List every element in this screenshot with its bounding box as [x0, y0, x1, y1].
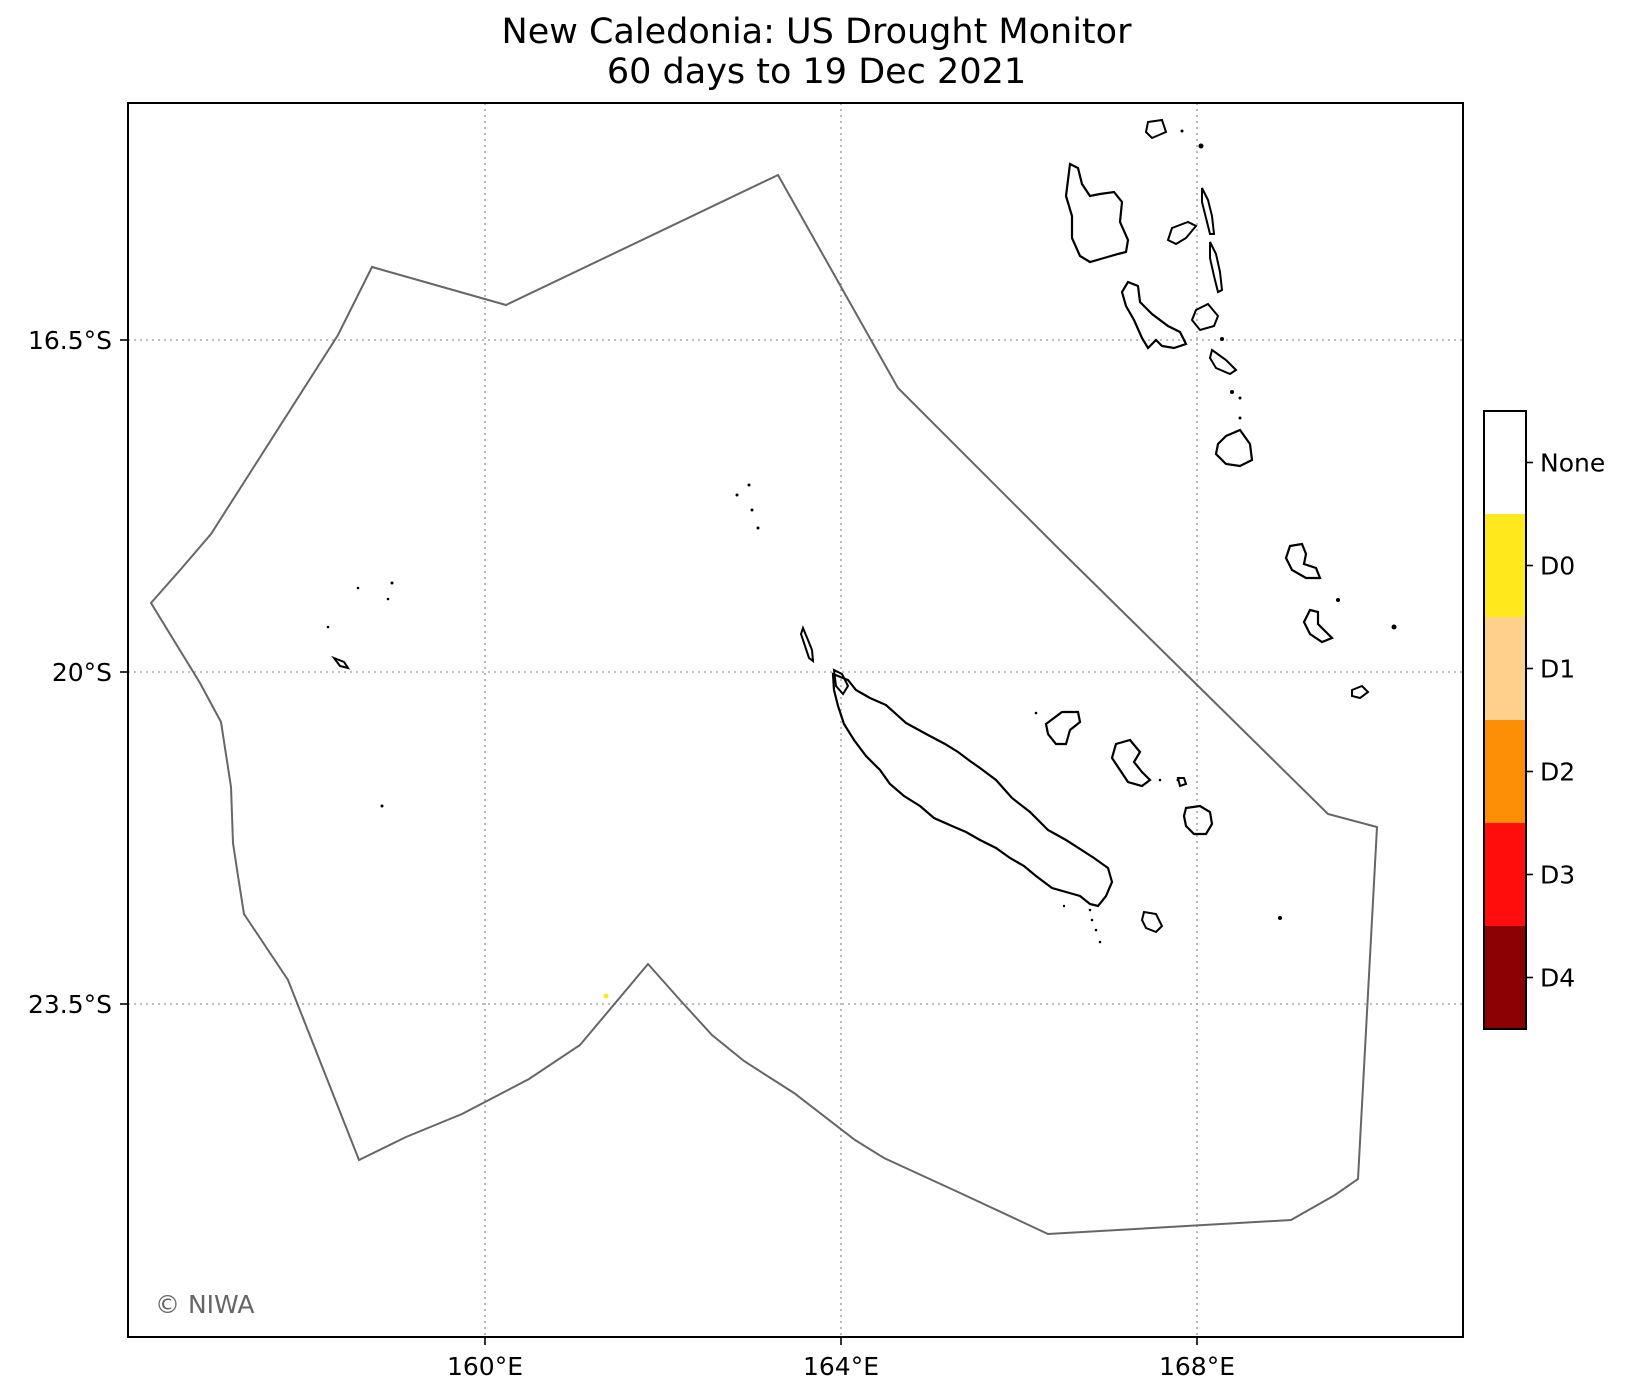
vanuatu-malekula	[1120, 280, 1188, 350]
map-frame	[127, 102, 1464, 1338]
vanuatu-epi	[1208, 348, 1238, 376]
vanuatu-ambae	[1166, 220, 1198, 246]
y-tick-label: 20°S	[52, 658, 112, 687]
x-tick-label: 168°E	[1159, 1352, 1235, 1381]
y-tick-label: 23.5°S	[28, 990, 112, 1019]
small-islets	[326, 129, 1397, 944]
d0-drought-spot	[603, 993, 609, 999]
mare-island	[1182, 804, 1214, 836]
islet	[1180, 129, 1184, 133]
lifou-island	[1110, 738, 1152, 788]
islet	[1034, 711, 1038, 715]
belep-islands	[799, 625, 815, 664]
islet	[1278, 916, 1282, 920]
vanuatu-espiritu-santo	[1064, 162, 1130, 264]
title-line-1: New Caledonia: US Drought Monitor	[501, 12, 1132, 52]
chesterfield-islet	[331, 655, 351, 670]
ouvea-island	[1044, 710, 1082, 746]
islet	[1176, 778, 1180, 782]
legend-swatch-d0	[1484, 514, 1526, 617]
vanuatu-tanna	[1302, 608, 1334, 644]
vanuatu-erromango	[1284, 542, 1322, 580]
islet	[1230, 390, 1234, 394]
islet	[750, 508, 754, 512]
grande-terre-coastline	[831, 672, 1114, 908]
islet	[356, 586, 360, 590]
islet	[390, 581, 394, 585]
legend-label-none: None	[1540, 449, 1605, 478]
islet	[1088, 908, 1092, 912]
islet	[1158, 778, 1162, 782]
title-line-2: 60 days to 19 Dec 2021	[606, 52, 1027, 92]
islet	[1336, 598, 1340, 602]
northern-islet	[832, 668, 850, 696]
isle-of-pines	[1140, 910, 1164, 934]
x-tick-label: 160°E	[447, 1352, 523, 1381]
legend-frame	[1483, 410, 1527, 1030]
islet	[1090, 918, 1094, 922]
islet	[386, 597, 390, 601]
vanuatu-torres	[1144, 118, 1168, 140]
legend-swatch-d1	[1484, 617, 1526, 720]
tiga-island	[1176, 777, 1188, 788]
islet	[1391, 624, 1397, 630]
islet	[1198, 143, 1204, 149]
legend-swatch-d3	[1484, 823, 1526, 926]
drought-legend: None D0 D1 D2 D3 D4	[1483, 410, 1605, 1030]
x-tick-label: 164°E	[803, 1352, 879, 1381]
islet	[756, 526, 760, 530]
y-tick-label: 16.5°S	[28, 326, 112, 355]
legend-label-d3: D3	[1540, 861, 1575, 890]
tick-marks	[120, 339, 1198, 1345]
islet	[380, 804, 384, 808]
legend-swatch-none	[1484, 411, 1526, 514]
islet	[1220, 337, 1224, 341]
legend-swatch-d2	[1484, 720, 1526, 823]
vanuatu-pentecost	[1209, 241, 1224, 294]
islet	[1238, 416, 1242, 420]
islet	[1098, 940, 1102, 944]
gridlines	[128, 103, 1463, 1337]
islet	[326, 625, 330, 629]
legend-label-d0: D0	[1540, 552, 1575, 581]
islet	[1094, 928, 1098, 932]
legend-label-d1: D1	[1540, 655, 1575, 684]
islet	[747, 483, 751, 487]
islet	[1238, 396, 1242, 400]
legend-swatch-d4	[1484, 926, 1526, 1029]
legend-label-d2: D2	[1540, 758, 1575, 787]
vanuatu-efate	[1214, 428, 1254, 468]
vanuatu-maewo	[1201, 187, 1216, 235]
legend-label-d4: D4	[1540, 964, 1575, 993]
credit-text: © NIWA	[155, 1290, 254, 1319]
islet	[1062, 904, 1066, 908]
islet	[735, 493, 739, 497]
eez-boundary	[149, 173, 1379, 1236]
map-title: New Caledonia: US Drought Monitor 60 day…	[0, 12, 1633, 92]
vanuatu-ambrym	[1190, 302, 1220, 332]
vanuatu-aneityum	[1351, 684, 1370, 700]
